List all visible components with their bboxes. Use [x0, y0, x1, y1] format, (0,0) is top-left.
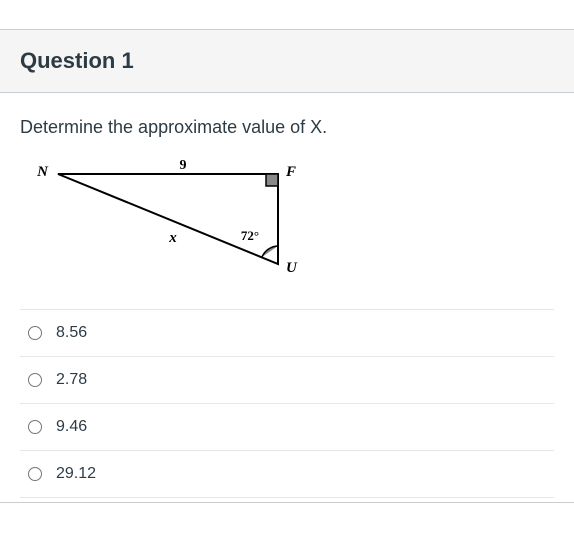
- top-divider: [0, 0, 574, 30]
- option-row[interactable]: 8.56: [20, 310, 554, 357]
- option-label: 29.12: [56, 465, 96, 483]
- options-list: 8.56 2.78 9.46 29.12: [20, 309, 554, 498]
- option-row[interactable]: 29.12: [20, 451, 554, 498]
- right-angle-marker: [266, 174, 278, 186]
- vertex-n-label: N: [36, 164, 49, 180]
- option-label: 9.46: [56, 418, 87, 436]
- top-side-label: 9: [180, 158, 187, 173]
- question-header: Question 1: [0, 30, 574, 93]
- option-label: 8.56: [56, 324, 87, 342]
- question-prompt: Determine the approximate value of X.: [20, 117, 554, 138]
- triangle-shape: [58, 174, 278, 264]
- angle-arc: [262, 246, 278, 257]
- triangle-svg: N F U 9 x 72°: [28, 154, 308, 284]
- bottom-divider: [0, 502, 574, 522]
- option-radio[interactable]: [28, 420, 42, 434]
- angle-label: 72°: [241, 228, 259, 243]
- triangle-figure: N F U 9 x 72°: [28, 154, 554, 289]
- option-row[interactable]: 2.78: [20, 357, 554, 404]
- option-label: 2.78: [56, 371, 87, 389]
- question-title: Question 1: [20, 48, 554, 74]
- vertex-f-label: F: [285, 164, 296, 180]
- question-body: Determine the approximate value of X. N …: [0, 93, 574, 498]
- option-radio[interactable]: [28, 467, 42, 481]
- option-radio[interactable]: [28, 373, 42, 387]
- vertex-u-label: U: [286, 260, 298, 276]
- option-row[interactable]: 9.46: [20, 404, 554, 451]
- hypotenuse-label: x: [168, 230, 177, 246]
- option-radio[interactable]: [28, 326, 42, 340]
